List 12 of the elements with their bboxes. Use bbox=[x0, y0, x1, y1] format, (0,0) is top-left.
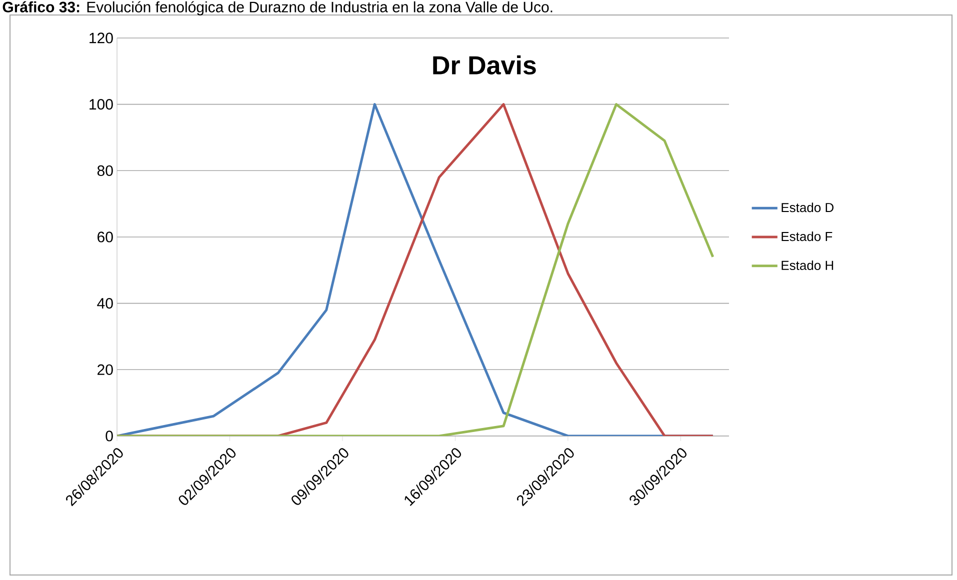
text: Gráfico 33: Evolución fenológica de Durazno de Industria en la zona Valle de Uco. bbox=[2, 1, 552, 16]
y-tick-label: 100 bbox=[90, 99, 113, 110]
y-tick-label: 40 bbox=[97, 298, 113, 309]
y-tick-label: 0 bbox=[106, 430, 113, 442]
legend-label: Estado H bbox=[782, 260, 834, 270]
y-tick-label: 80 bbox=[97, 165, 113, 176]
y-tick-label: 120 bbox=[90, 32, 113, 44]
y-tick-label: 20 bbox=[98, 364, 113, 375]
legend-label: Estado D bbox=[782, 202, 834, 212]
legend-label: Estado F bbox=[782, 232, 832, 242]
y-tick-label: 60 bbox=[98, 232, 113, 242]
text: Dr Davis bbox=[433, 55, 536, 75]
